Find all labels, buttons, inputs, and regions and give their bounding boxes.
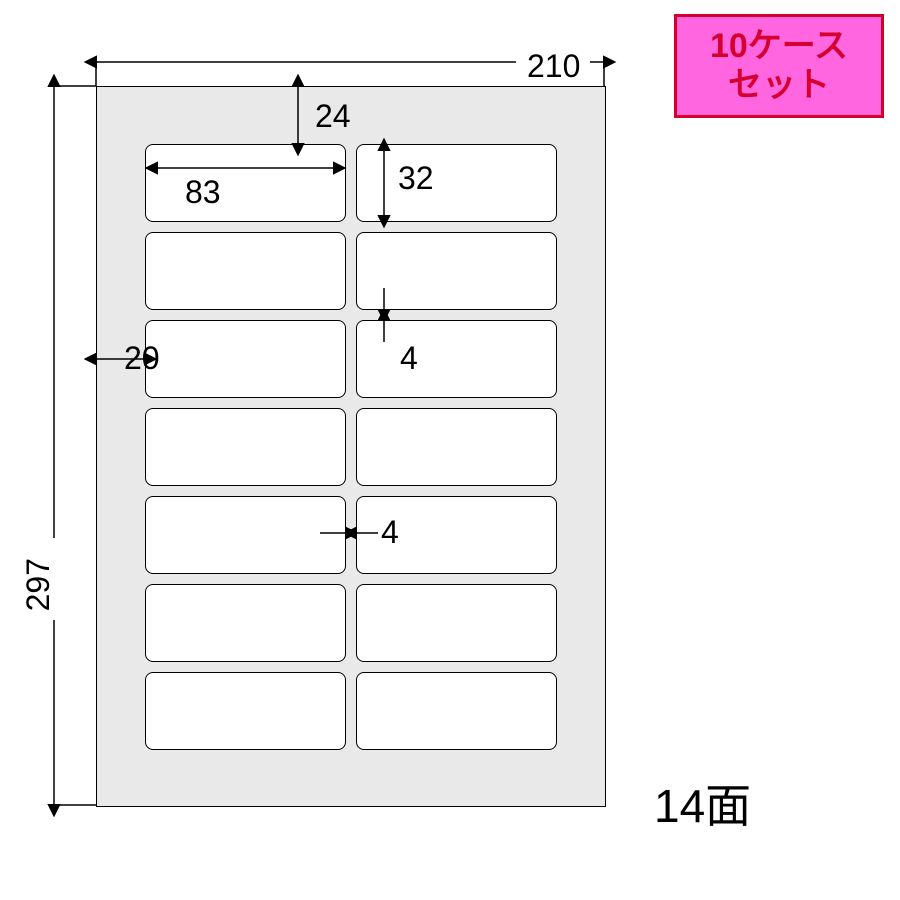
face-count-label: 14面 [654, 770, 751, 836]
badge-line1: 10ケース [710, 27, 848, 66]
badge-line2: セット [728, 66, 830, 105]
dim-top-margin: 24 [315, 100, 351, 132]
dim-sheet-width: 210 [527, 50, 580, 82]
dim-left-margin: 20 [124, 342, 160, 374]
set-badge: 10ケース セット [674, 14, 884, 118]
dim-label-height: 32 [398, 162, 434, 194]
dim-col-gap: 4 [381, 516, 399, 548]
dim-row-gap: 4 [400, 342, 418, 374]
dimension-lines [0, 0, 900, 900]
dim-label-width: 83 [185, 176, 221, 208]
label-spec-diagram: 210 297 24 83 32 20 4 4 14面 10ケース セット [0, 0, 900, 900]
dim-sheet-height: 297 [22, 558, 54, 611]
